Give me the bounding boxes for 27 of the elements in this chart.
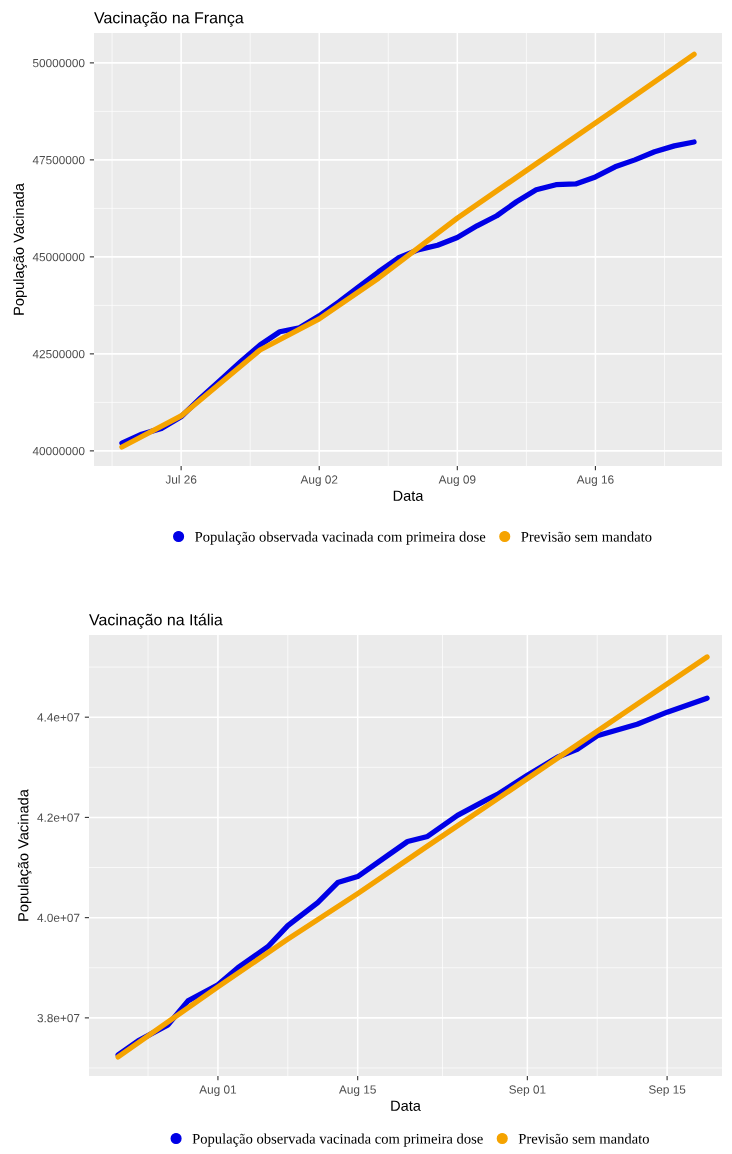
x-tick-label: Aug 15 bbox=[338, 1085, 376, 1097]
x-tick-label: Aug 09 bbox=[438, 475, 476, 487]
chart-title: Vacinação na França bbox=[94, 11, 244, 27]
legend-label: Previsão sem mandato bbox=[518, 1133, 649, 1144]
y-tick-label: 4.2e+07 bbox=[37, 813, 80, 822]
x-tick-label: Sep 01 bbox=[509, 1085, 546, 1097]
y-tick-label: 47500000 bbox=[32, 155, 85, 165]
y-tick-label: 4.0e+07 bbox=[37, 913, 80, 923]
x-tick-label: Sep 15 bbox=[648, 1085, 686, 1097]
y-tick-label: 4.4e+07 bbox=[37, 713, 80, 722]
x-axis-title: Data bbox=[391, 1100, 421, 1111]
x-tick-label: Jul 26 bbox=[165, 475, 197, 484]
x-axis-title: Data bbox=[393, 490, 424, 501]
y-tick-label: 50000000 bbox=[32, 58, 85, 68]
y-tick-label: 42500000 bbox=[32, 349, 85, 359]
y-tick-label: 40000000 bbox=[32, 446, 85, 456]
y-axis-title: População Vacinada bbox=[13, 183, 27, 315]
x-tick-label: Aug 16 bbox=[576, 475, 614, 487]
x-tick-label: Aug 01 bbox=[199, 1085, 237, 1097]
chart-title: Vacinação na Itália bbox=[89, 613, 223, 629]
x-tick-label: Aug 02 bbox=[300, 475, 338, 487]
y-tick-label: 45000000 bbox=[32, 252, 85, 262]
legend-label: População observada vacinada com primeira dose bbox=[192, 1133, 483, 1147]
y-tick-label: 3.8e+07 bbox=[37, 1013, 80, 1023]
y-axis-title: População Vacinada bbox=[17, 789, 32, 921]
legend-label: População observada vacinada com primeira dose bbox=[195, 531, 486, 545]
legend-label: Previsão sem mandato bbox=[521, 531, 652, 542]
